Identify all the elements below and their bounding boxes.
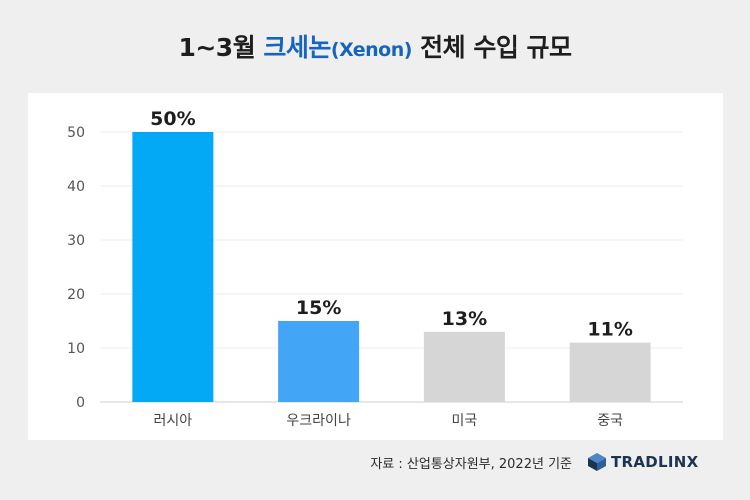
x-tick-label: 우크라이나 [286,413,351,429]
y-tick-label: 30 [67,233,85,249]
chart-title: 1~3월 크세논(Xenon) 전체 수입 규모 [0,28,750,64]
bar [569,342,651,402]
chart-panel: 0 10 20 30 40 50 50% 러시아 15% 우크라이나 13% 미국 11% 중국 [28,93,723,440]
data-label: 11% [587,319,632,341]
y-tick-label: 0 [76,395,85,411]
data-label: 13% [442,308,487,330]
data-label: 15% [296,297,341,319]
title-suffix: 전체 수입 규모 [411,33,572,62]
title-prefix: 1~3월 [178,33,264,62]
bar [132,132,214,402]
x-tick-label: 미국 [451,413,477,429]
bar [278,321,360,402]
data-label: 50% [150,108,195,130]
title-highlight: 크세논 [263,33,331,62]
y-tick-label: 20 [67,287,85,303]
x-tick-label: 중국 [597,413,623,429]
y-tick-label: 40 [67,179,85,195]
logo-text: TRADLINX [611,453,699,471]
y-tick-label: 50 [67,125,85,141]
brand-logo: TRADLINX [587,451,699,473]
footer: 자료 : 산업통상자원부, 2022년 기준 TRADLINX [0,450,750,474]
title-highlight-paren: (Xenon) [330,39,413,61]
x-tick-label: 러시아 [154,413,193,429]
y-tick-label: 10 [67,341,85,357]
cube-logo-icon [588,453,606,471]
bar-chart: 0 10 20 30 40 50 50% 러시아 15% 우크라이나 13% 미국 11% 중국 [67,108,683,429]
bar [423,331,505,402]
source-note: 자료 : 산업통상자원부, 2022년 기준 [370,457,572,472]
